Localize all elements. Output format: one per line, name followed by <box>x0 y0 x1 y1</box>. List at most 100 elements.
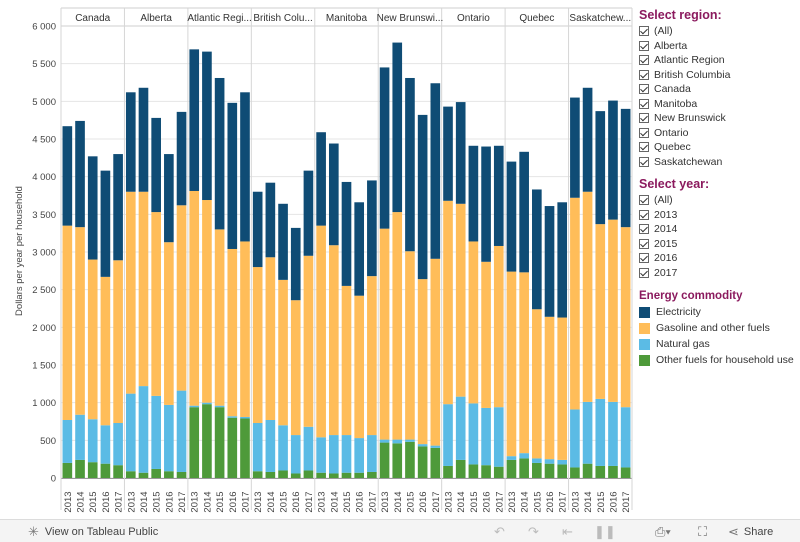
region-option[interactable]: Canada <box>639 82 799 97</box>
x-tick-label: 2016 <box>608 491 619 512</box>
checkbox[interactable] <box>639 195 649 206</box>
electricity-bar-segment <box>100 170 111 277</box>
region-option[interactable]: New Brunswick <box>639 111 799 126</box>
electricity-bar-segment <box>75 120 85 228</box>
x-tick-label: 2013 <box>253 491 264 512</box>
panel-header: Saskatchew... <box>569 13 631 24</box>
year-option[interactable]: 2014 <box>639 222 799 237</box>
region-option[interactable]: Alberta <box>639 39 799 54</box>
natural-gas-bar-segment <box>506 456 517 460</box>
checkbox[interactable] <box>639 156 649 167</box>
natural-gas-bar-segment <box>620 407 631 468</box>
revert-icon[interactable]: ⇤ <box>562 524 573 539</box>
y-tick-label: 0 <box>51 474 56 485</box>
legend-item[interactable]: Gasoline and other fuels <box>639 320 799 336</box>
region-option[interactable]: Manitoba <box>639 97 799 112</box>
legend-title: Energy commodity <box>639 290 743 302</box>
checkbox[interactable] <box>639 69 649 80</box>
y-tick-label: 5 500 <box>32 59 56 70</box>
electricity-bar-segment <box>303 170 314 256</box>
year-option[interactable]: (All) <box>639 193 799 208</box>
other-fuels-bar-segment <box>379 442 390 478</box>
natural-gas-bar-segment <box>138 386 149 473</box>
electricity-bar-segment <box>582 87 593 192</box>
region-option[interactable]: Atlantic Region <box>639 53 799 68</box>
region-option[interactable]: (All) <box>639 24 799 39</box>
year-option[interactable]: 2013 <box>639 208 799 223</box>
legend-item[interactable]: Other fuels for household use <box>639 352 799 368</box>
pause-icon[interactable]: ❚❚ <box>594 524 616 539</box>
other-fuels-bar-segment <box>125 471 136 478</box>
legend-label: Other fuels for household use <box>656 354 794 366</box>
gasoline-bar-segment <box>75 227 85 415</box>
checkbox[interactable] <box>639 142 649 153</box>
electricity-bar-segment <box>405 77 415 252</box>
y-tick-label: 4 000 <box>32 172 56 183</box>
fullscreen-icon[interactable]: ⛶ <box>698 524 708 539</box>
x-tick-label: 2016 <box>228 491 239 512</box>
natural-gas-bar-segment <box>316 437 326 473</box>
x-tick-label: 2013 <box>317 491 328 512</box>
checkbox[interactable] <box>639 224 649 235</box>
natural-gas-bar-segment <box>468 403 479 465</box>
share-button[interactable]: ⋖ Share <box>728 524 773 540</box>
checkbox[interactable] <box>639 113 649 124</box>
x-tick-label: 2017 <box>621 491 632 512</box>
checkbox[interactable] <box>639 127 649 138</box>
region-option[interactable]: Saskatchewan <box>639 155 799 170</box>
other-fuels-bar-segment <box>303 470 314 478</box>
electricity-bar-segment <box>379 67 390 229</box>
year-option[interactable]: 2016 <box>639 251 799 266</box>
legend-label: Gasoline and other fuels <box>656 322 770 334</box>
other-fuels-bar-segment <box>506 459 517 478</box>
region-option-label: Manitoba <box>654 97 698 110</box>
electricity-bar-segment <box>62 126 73 226</box>
year-option[interactable]: 2015 <box>639 237 799 252</box>
x-tick-label: 2015 <box>405 491 416 512</box>
checkbox[interactable] <box>639 209 649 220</box>
x-tick-label: 2016 <box>418 491 429 512</box>
checkbox[interactable] <box>639 40 649 51</box>
tableau-toolbar: ✳ View on Tableau Public ↶ ↷ ⇤ ❚❚ ⎙▾ ⛶ ⋖… <box>0 519 800 542</box>
other-fuels-bar-segment <box>75 459 85 478</box>
electricity-bar-segment <box>151 117 161 213</box>
checkbox[interactable] <box>639 98 649 109</box>
gasoline-bar-segment <box>240 241 250 417</box>
gasoline-bar-segment <box>164 242 174 405</box>
checkbox[interactable] <box>639 55 649 66</box>
natural-gas-bar-segment <box>62 419 73 463</box>
natural-gas-bar-segment <box>582 401 593 464</box>
region-option-label: Ontario <box>654 126 689 139</box>
redo-icon[interactable]: ↷ <box>528 524 539 539</box>
region-filter: Select region: (All) Alberta Atlantic Regi… <box>639 8 799 169</box>
electricity-bar-segment <box>125 92 136 192</box>
panel-header: Alberta <box>140 13 172 24</box>
gasoline-bar-segment <box>214 229 225 406</box>
other-fuels-bar-segment <box>557 464 568 478</box>
x-tick-label: 2013 <box>507 491 518 512</box>
panel-header: Canada <box>75 13 110 24</box>
tableau-icon: ✳ <box>28 524 39 539</box>
legend-item[interactable]: Electricity <box>639 304 799 320</box>
y-axis-title: Dollars per year per household <box>14 186 25 316</box>
download-icon[interactable]: ⎙▾ <box>655 524 671 539</box>
x-tick-label: 2017 <box>558 491 569 512</box>
year-option-label: (All) <box>654 194 673 207</box>
view-on-tableau-link[interactable]: ✳ View on Tableau Public <box>28 524 158 540</box>
checkbox[interactable] <box>639 267 649 278</box>
other-fuels-bar-segment <box>240 418 250 478</box>
checkbox[interactable] <box>639 238 649 249</box>
undo-icon[interactable]: ↶ <box>494 524 505 539</box>
gasoline-bar-segment <box>290 300 301 436</box>
year-option[interactable]: 2017 <box>639 266 799 281</box>
checkbox[interactable] <box>639 84 649 95</box>
checkbox[interactable] <box>639 253 649 264</box>
x-tick-label: 2013 <box>190 491 201 512</box>
region-option[interactable]: British Columbia <box>639 68 799 83</box>
region-option[interactable]: Ontario <box>639 126 799 141</box>
region-option[interactable]: Quebec <box>639 140 799 155</box>
legend-item[interactable]: Natural gas <box>639 336 799 352</box>
gasoline-bar-segment <box>481 261 491 408</box>
legend-swatch <box>639 322 650 334</box>
checkbox[interactable] <box>639 26 649 37</box>
